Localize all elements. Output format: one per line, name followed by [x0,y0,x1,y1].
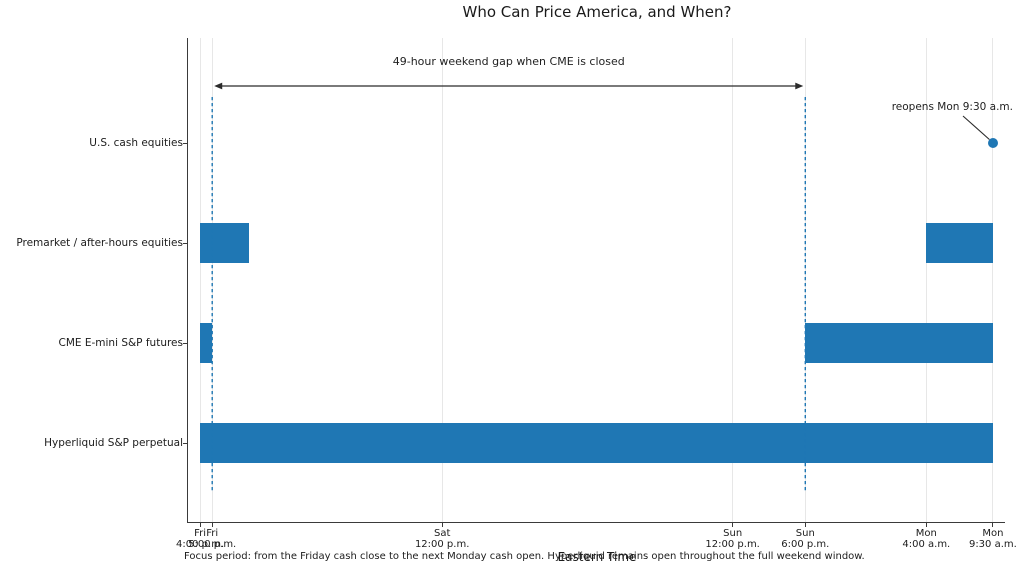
x-tick-label: Sun 6:00 p.m. [750,528,860,551]
y-tick-mark [183,242,187,244]
x-tick-label: Sat 12:00 p.m. [387,528,497,551]
x-tick-mark [211,523,213,527]
x-axis-label: Eastern Time [557,550,637,564]
x-tick-day: Fri [206,527,219,539]
gap-annotation-label: 49-hour weekend gap when CME is closed [392,55,625,68]
x-tick-time: 9:30 a.m. [968,539,1017,550]
y-tick-mark [183,142,187,144]
x-tick-label: Sun 12:00 p.m. [678,528,788,551]
gridline [199,38,201,523]
x-tick-mark [925,523,927,527]
x-tick-day: Mon [915,527,937,539]
x-tick-time: 4:00 p.m. [176,539,225,550]
y-axis-spine [187,38,188,523]
gridline [732,38,734,523]
x-tick-label: Fri 4:00 p.m. [145,528,255,551]
x-tick-day: Sun [723,527,743,539]
x-tick-day: Fri [194,527,207,539]
x-tick-label: Fri 5:00 p.m. [157,528,267,551]
timeline-bar [200,423,993,463]
x-tick-mark [199,523,201,527]
timeline-bar [926,223,993,263]
x-tick-time: 4:00 a.m. [902,539,951,550]
x-tick-label: Mon 4:00 a.m. [871,528,981,551]
y-tick-label: U.S. cash equities [89,136,183,149]
x-tick-day: Sat [433,527,451,539]
x-tick-mark [804,523,806,527]
x-tick-time: 6:00 p.m. [781,539,830,550]
gap-arrow-head-left [214,82,223,90]
x-tick-mark [992,523,994,527]
y-tick-mark [183,442,187,444]
footnote: Focus period: from the Friday cash close… [184,551,865,562]
x-tick-time: 12:00 p.m. [414,539,470,550]
reopen-annotation-label: reopens Mon 9:30 a.m. [891,101,1013,113]
x-tick-time: 12:00 p.m. [705,539,760,550]
timeline-bar [805,323,993,363]
gridline [441,38,443,523]
x-tick-mark [732,523,734,527]
y-tick-label: Premarket / after-hours equities [16,236,183,249]
y-tick-label: Hyperliquid S&P perpetual [44,436,183,449]
chart-title: Who Can Price America, and When? [462,3,732,21]
y-tick-label: CME E-mini S&P futures [58,336,183,349]
gridline [992,38,994,523]
x-axis-spine [187,522,1005,523]
gridline [925,38,927,523]
reopen-marker-dot [987,138,998,148]
timeline-bar [200,323,213,363]
y-tick-mark [183,342,187,344]
x-tick-day: Mon [982,527,1004,539]
x-tick-label: Mon 9:30 a.m. [938,528,1024,551]
x-tick-mark [441,523,443,527]
x-tick-day: Sun [795,527,815,539]
timeline-bar [200,223,249,263]
x-tick-time: 5:00 p.m. [188,539,237,550]
gap-arrow-head-right [795,82,804,90]
reopen-leader-line [962,115,990,140]
